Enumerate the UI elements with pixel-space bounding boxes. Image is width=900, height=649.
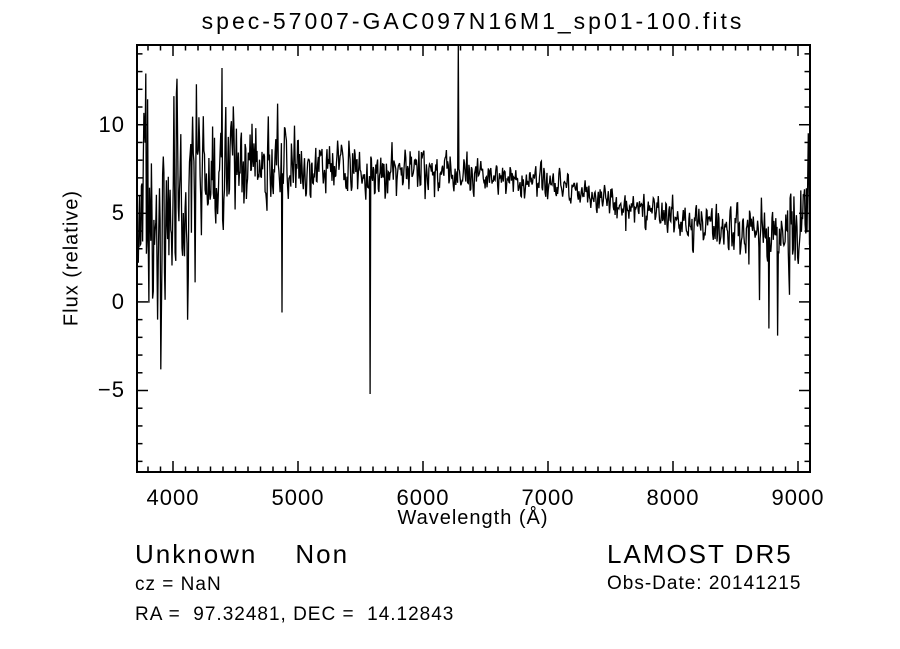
object-class-label: Unknown bbox=[135, 539, 258, 569]
classification-row: Unknown Non bbox=[135, 539, 349, 570]
x-tick-label: 4000 bbox=[146, 485, 200, 510]
obs-date-label: Obs-Date: 20141215 bbox=[607, 573, 802, 594]
y-axis-title: Flux (relative) bbox=[60, 189, 83, 327]
cz-value-label: cz = NaN bbox=[135, 574, 222, 595]
x-tick-label: 9000 bbox=[771, 485, 825, 510]
x-tick-label: 8000 bbox=[646, 485, 700, 510]
y-tick-label: 5 bbox=[111, 200, 125, 226]
y-tick-label: 0 bbox=[111, 288, 125, 314]
x-axis-title: Wavelength (Å) bbox=[397, 507, 549, 529]
y-tick-label: 10 bbox=[98, 111, 125, 137]
x-tick-label: 7000 bbox=[521, 485, 575, 510]
ra-dec-label: RA = 97.32481, DEC = 14.12843 bbox=[135, 604, 455, 625]
y-tick-label: −5 bbox=[97, 377, 125, 403]
x-tick-label: 6000 bbox=[396, 485, 450, 510]
x-tick-label: 5000 bbox=[271, 485, 325, 510]
survey-name-label: LAMOST DR5 bbox=[607, 539, 793, 569]
plot-title: spec-57007-GAC097N16M1_sp01-100.fits bbox=[201, 8, 745, 34]
flux-trace bbox=[136, 44, 811, 395]
object-subclass-label: Non bbox=[295, 539, 350, 569]
